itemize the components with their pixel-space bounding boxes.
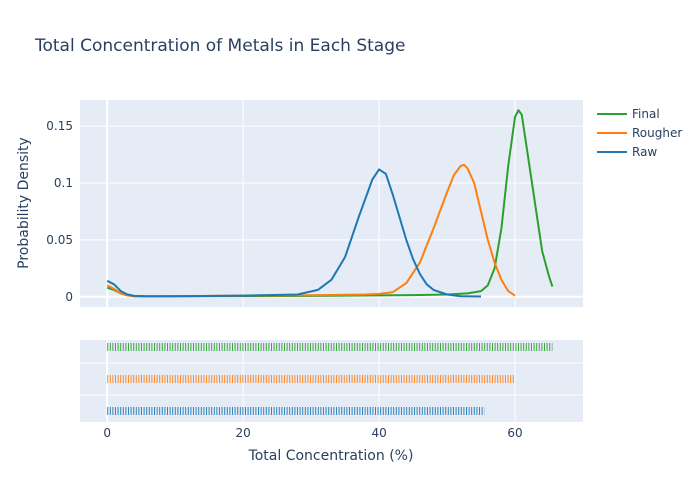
density-line-raw [106, 168, 482, 298]
y-tick-label: 0.15 [46, 119, 73, 133]
density-plot: 0 0.05 0.1 0.15 [46, 100, 583, 307]
legend-label: Final [632, 107, 660, 121]
x-axis-label: Total Concentration (%) [248, 448, 414, 464]
density-curves [106, 109, 554, 298]
legend-item-raw[interactable]: Raw [597, 145, 657, 159]
rug-marks [107, 343, 553, 415]
density-plot-background [80, 100, 583, 307]
y-axis-ticks: 0 0.05 0.1 0.15 [46, 119, 73, 304]
legend-label: Rougher [632, 126, 682, 140]
x-axis-ticks: 0 20 40 60 [103, 426, 522, 440]
y-tick-label: 0.1 [54, 176, 73, 190]
x-tick-label: 0 [103, 426, 111, 440]
legend[interactable]: Final Rougher Raw [597, 107, 682, 159]
rug-plot: 0 20 40 60 [80, 340, 583, 440]
legend-item-final[interactable]: Final [597, 107, 660, 121]
x-tick-label: 20 [235, 426, 250, 440]
legend-item-rougher[interactable]: Rougher [597, 126, 682, 140]
x-tick-label: 60 [507, 426, 522, 440]
y-tick-label: 0.05 [46, 233, 73, 247]
y-tick-label: 0 [65, 290, 73, 304]
x-tick-label: 40 [371, 426, 386, 440]
y-axis-label: Probability Density [16, 137, 32, 269]
legend-label: Raw [632, 145, 657, 159]
chart-title: Total Concentration of Metals in Each St… [34, 36, 405, 56]
